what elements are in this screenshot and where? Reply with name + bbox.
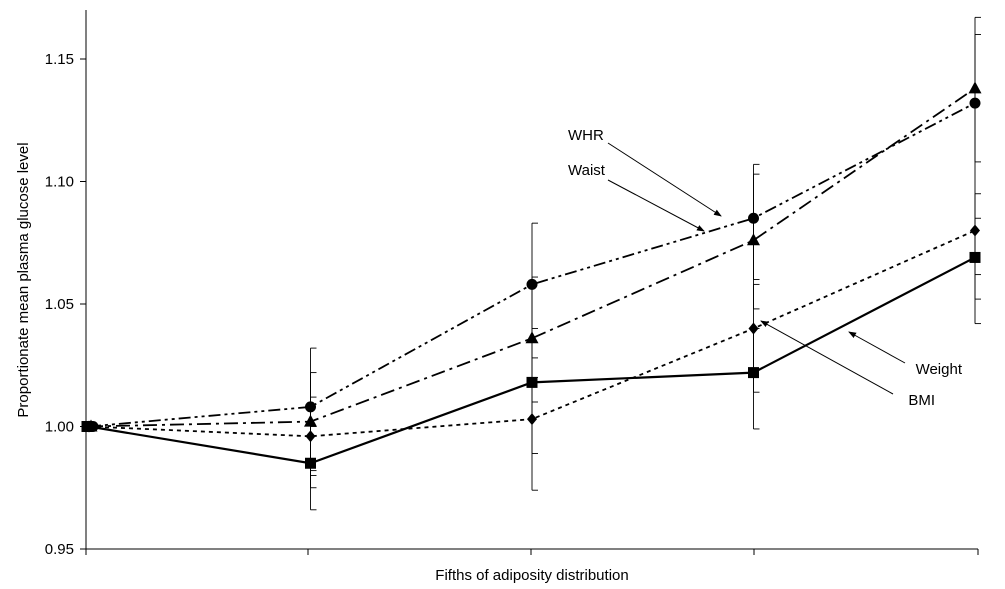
marker-bmi <box>748 322 759 335</box>
error-bars <box>310 16 981 511</box>
marker-waist <box>304 414 317 427</box>
marker-whr <box>526 278 538 290</box>
marker-waist <box>747 233 760 246</box>
series-markers <box>81 81 982 469</box>
marker-bmi <box>84 420 94 433</box>
annotation-weight: Weight <box>916 361 963 378</box>
marker-bmi <box>970 224 980 237</box>
marker-weight <box>969 251 981 263</box>
marker-whr <box>969 97 981 109</box>
y-tick-label: 0.95 <box>45 541 74 558</box>
annotation-whr: WHR <box>568 127 604 144</box>
marker-weight <box>305 457 316 469</box>
marker-waist <box>525 331 539 344</box>
annotation-bmi: BMI <box>908 392 935 409</box>
annotation-arrow-whr <box>607 142 722 217</box>
y-tick-label: 1.15 <box>45 51 74 68</box>
marker-whr <box>748 212 759 224</box>
x-ticks <box>85 549 979 555</box>
marker-waist <box>968 81 982 94</box>
series-line-waist <box>88 87 976 428</box>
annotation-arrow-weight <box>848 331 906 364</box>
marker-whr <box>305 401 316 413</box>
marker-bmi <box>527 413 537 426</box>
y-ticks: 0.95 1.00 1.05 1.10 1.15 <box>45 51 86 558</box>
marker-weight <box>748 367 759 379</box>
annotations: WHR Waist Weight BMI <box>568 127 963 409</box>
annotation-arrow-waist <box>607 179 705 232</box>
y-tick-label: 1.05 <box>45 296 74 313</box>
axes: 0.95 1.00 1.05 1.10 1.15 <box>45 10 979 558</box>
annotation-waist: Waist <box>568 162 606 179</box>
marker-bmi <box>305 430 316 443</box>
marker-weight <box>526 376 538 388</box>
x-axis-title: Fifths of adiposity distribution <box>435 567 628 584</box>
y-axis-title: Proportionate mean plasma glucose level <box>15 142 32 417</box>
y-tick-label: 1.10 <box>45 174 74 191</box>
y-tick-label: 1.00 <box>45 419 74 436</box>
annotation-arrow-bmi <box>760 320 894 395</box>
